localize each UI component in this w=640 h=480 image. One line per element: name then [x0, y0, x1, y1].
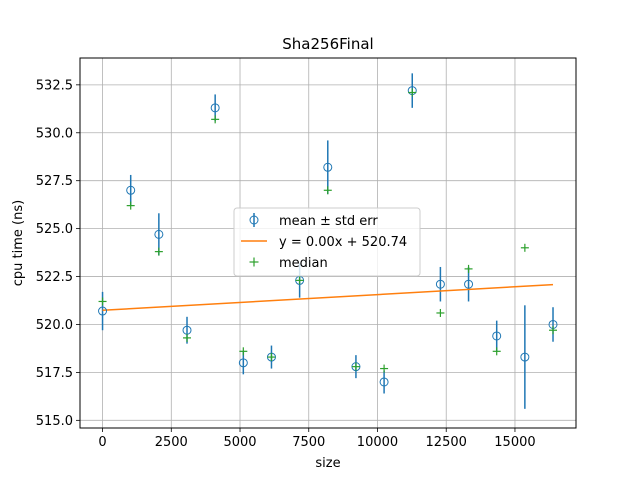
y-tick-label: 530.0 [36, 126, 73, 141]
legend-box [233, 207, 421, 277]
legend-label-mean: mean ± std err [279, 214, 378, 229]
y-tick-label: 527.5 [36, 174, 73, 189]
x-tick-label: 15000 [494, 435, 535, 450]
median-point [492, 347, 501, 356]
x-tick-label: 2500 [155, 435, 188, 450]
y-tick-label: 522.5 [36, 270, 73, 285]
mean-point [126, 185, 136, 195]
mean-point [323, 162, 333, 172]
legend: mean ± std err y = 0.00x + 520.74 median [233, 207, 421, 277]
median-point [464, 264, 473, 273]
mean-point [238, 358, 248, 368]
median-point [436, 308, 445, 317]
mean-point [492, 331, 502, 341]
chart-title: Sha256Final [282, 35, 373, 53]
mean-point [435, 279, 445, 289]
fit-line [102, 283, 554, 312]
legend-marker-median [249, 257, 259, 267]
y-tick-label: 520.0 [36, 318, 73, 333]
x-tick-label: 5000 [223, 435, 256, 450]
median-point [549, 326, 558, 335]
median-point [267, 353, 276, 362]
mean-point [464, 279, 474, 289]
median-point [154, 247, 163, 256]
grid [80, 58, 576, 428]
y-tick-label: 515.0 [36, 414, 73, 429]
mean-point [379, 377, 389, 387]
y-axis-label: cpu time (ns) [11, 200, 26, 286]
ticks: 0 2500 5000 7500 10000 12500 15000 515.0 517.5 52… [36, 78, 536, 450]
plot-area [98, 73, 558, 409]
y-tick-label: 525.0 [36, 222, 73, 237]
mean-point [98, 306, 108, 316]
legend-label-fit: y = 0.00x + 520.74 [279, 235, 407, 250]
median-point [183, 333, 192, 342]
mean-point [520, 352, 530, 362]
legend-label-median: median [279, 256, 328, 271]
median-point [323, 186, 332, 195]
x-axis-label: size [315, 456, 340, 471]
x-tick-label: 12500 [426, 435, 467, 450]
median-point [380, 364, 389, 373]
median-point [351, 362, 360, 371]
x-tick-label: 0 [98, 435, 106, 450]
axes-frame [79, 57, 577, 429]
mean-point [154, 229, 164, 239]
legend-marker-errorbar [249, 213, 259, 227]
median-point [239, 347, 248, 356]
x-tick-label: 7500 [292, 435, 325, 450]
x-tick-label: 10000 [357, 435, 398, 450]
median-point [126, 201, 135, 210]
median-point [98, 297, 107, 306]
y-tick-label: 517.5 [36, 366, 73, 381]
y-tick-label: 532.5 [36, 78, 73, 93]
median-point [211, 115, 220, 124]
median-point [408, 88, 417, 97]
median-point [520, 243, 529, 252]
mean-point [210, 103, 220, 113]
median-point [295, 276, 304, 285]
